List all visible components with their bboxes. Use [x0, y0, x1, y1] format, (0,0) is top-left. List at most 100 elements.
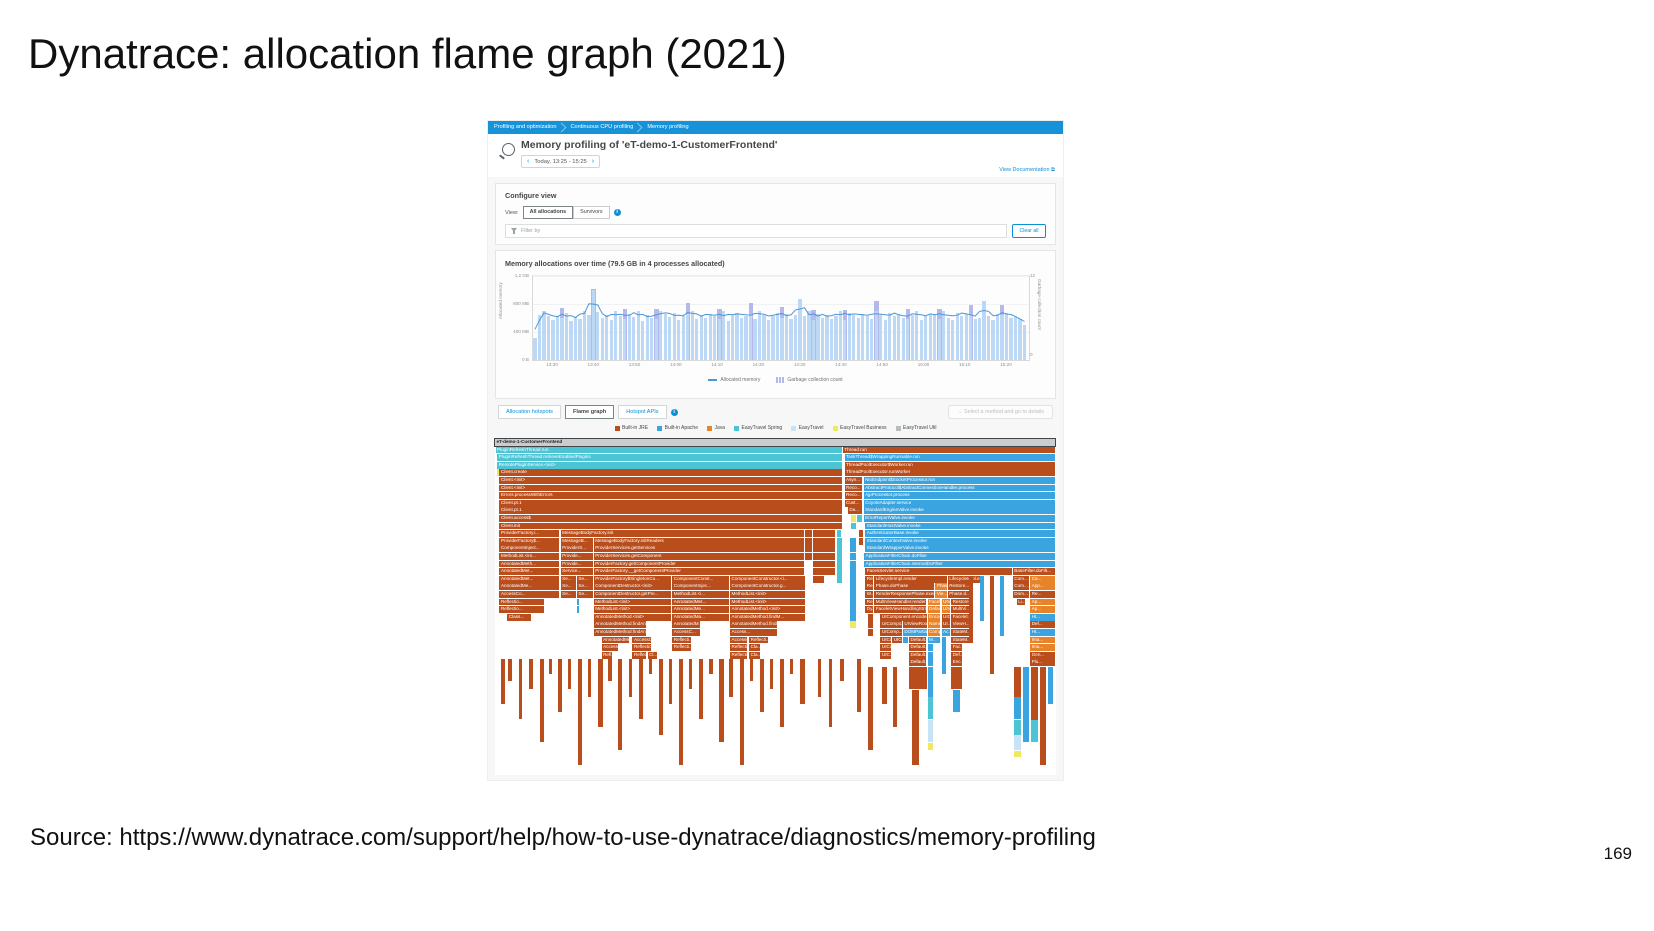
flame-frame[interactable]: [813, 553, 835, 560]
flame-frame-facesservlet-service[interactable]: FacesServlet.service: [865, 568, 1012, 576]
flame-frame[interactable]: [813, 568, 835, 576]
flame-frame-pra-[interactable]: [805, 537, 812, 545]
flame-frame-default-[interactable]: Default...: [909, 644, 927, 652]
flame-frame-reflectio-[interactable]: Reflectio...: [499, 606, 544, 614]
flame-frame-providerservices-getcomponent[interactable]: ProviderServices.getComponent: [593, 553, 805, 560]
flame-frame-annotatedmethod-init-[interactable]: AnnotatedMethod.<init>: [730, 606, 805, 614]
method-details-button[interactable]: → Select a method and go to details: [948, 405, 1053, 419]
flame-frame-applicationfilterchain-internaldofilter[interactable]: ApplicationFilterChain.internalDoFilter: [864, 560, 1056, 568]
flame-frame-annotatedmeth-[interactable]: AnnotatedMeth...: [499, 560, 560, 568]
flame-frame-dompartialv-[interactable]: DOMPartialV...: [902, 629, 927, 636]
flame-frame-enc-[interactable]: Enc...: [951, 659, 962, 667]
flame-spike[interactable]: [578, 659, 582, 766]
flame-spike[interactable]: [608, 659, 612, 682]
flame-frame-da-[interactable]: Da...: [847, 507, 862, 515]
flame-frame-ajpprocessor-process[interactable]: AjpProcessor.process: [863, 492, 1056, 500]
flame-frame-re-[interactable]: [867, 629, 874, 636]
filter-input[interactable]: Filter by: [505, 224, 1007, 238]
flame-spike[interactable]: [699, 659, 704, 720]
flame-spike[interactable]: [529, 659, 533, 690]
flame-frame[interactable]: [497, 469, 499, 477]
flame-frame-def-[interactable]: Def...: [1030, 621, 1056, 629]
flame-frame-re-[interactable]: Re...: [865, 575, 874, 583]
flame-frame-standardwrappervalve-invoke[interactable]: StandardWrapperValve.invoke: [865, 545, 1056, 553]
flame-spike[interactable]: [911, 689, 919, 766]
flame-spike[interactable]: [1023, 667, 1030, 743]
flame-frame-multivi-[interactable]: MultiVi...: [951, 606, 971, 614]
flame-frame-client-access-[interactable]: Client.access$: [499, 515, 842, 522]
flame-frame-annotatedmet-[interactable]: AnnotatedMet...: [499, 568, 560, 576]
flame-frame-uicomp-[interactable]: UIComp...: [880, 629, 902, 636]
flame-frame-messageb-[interactable]: MessageB...: [560, 537, 593, 545]
flame-frame-annotatedma-[interactable]: AnnotatedMa...: [672, 613, 729, 621]
tabs-info-icon[interactable]: i: [670, 408, 678, 416]
flame-frame-componentdestructor-init-[interactable]: ComponentDestructor.<init>: [593, 583, 672, 591]
flame-frame-cla-[interactable]: Cla...: [749, 644, 760, 652]
flame-frame-facelet-[interactable]: Facelet...: [927, 598, 941, 606]
flame-spike[interactable]: [689, 659, 693, 690]
flame-frame-plu-[interactable]: Plu...: [1030, 659, 1056, 667]
flame-frame-uico-[interactable]: UICo...: [880, 644, 892, 652]
flame-frame-methodlist-init-[interactable]: MethodList.<init>: [593, 606, 672, 614]
flame-frame-annotatedmethod-findm-[interactable]: AnnotatedMethod.findM...: [730, 613, 805, 621]
flame-frame[interactable]: [576, 606, 580, 614]
flame-frame-se-[interactable]: Se...: [576, 583, 593, 591]
flame-frame-ta-[interactable]: [927, 644, 933, 652]
flame-frame-client-pt-1[interactable]: Client.pt.1: [499, 507, 842, 515]
flame-frame-applicationfilterchain-dofilter[interactable]: ApplicationFilterChain.doFilter: [864, 553, 1056, 560]
flame-frame-ui-[interactable]: UI...: [941, 621, 950, 629]
flame-frame-authenticatorbase-invoke[interactable]: AuthenticatorBase.invoke: [865, 530, 1056, 538]
flame-spike[interactable]: [739, 659, 744, 766]
flame-spike[interactable]: [668, 659, 673, 705]
view-toggle-all-allocations[interactable]: All allocations: [522, 206, 574, 219]
flame-spike[interactable]: [1031, 667, 1039, 720]
flame-frame-ac-[interactable]: Ac...: [941, 629, 950, 636]
flame-frame-access-[interactable]: Access...: [730, 629, 778, 636]
flame-frame-facelet-[interactable]: Facelet...: [951, 613, 971, 621]
flame-frame-default-[interactable]: Default...: [909, 636, 927, 644]
flame-frame-reflection-[interactable]: Reflection...: [632, 644, 652, 652]
flame-frame-componentconstructor-i-[interactable]: ComponentConstructor.<i...: [730, 575, 805, 583]
flame-frame-dy-[interactable]: Dy...: [865, 606, 874, 614]
memory-allocations-chart[interactable]: [532, 275, 1030, 361]
view-toggle-survivors[interactable]: Survivors: [573, 206, 610, 219]
flame-frame-w-[interactable]: W...: [865, 591, 874, 598]
flame-frame-li-[interactable]: Li...: [1016, 598, 1026, 606]
flame-frame-pluginrefreshthread-run[interactable]: PluginRefreshThread.run: [495, 446, 842, 454]
flame-frame[interactable]: [813, 545, 835, 553]
flame-spike[interactable]: [618, 659, 623, 750]
flame-frame-provide-[interactable]: Provide...: [560, 560, 593, 568]
flame-spike[interactable]: [648, 659, 653, 674]
flame-frame-d-[interactable]: [902, 636, 908, 644]
flame-spike[interactable]: [868, 667, 873, 750]
flame-spike[interactable]: [598, 659, 603, 728]
flame-frame[interactable]: [850, 537, 856, 545]
flame-frame-reflectio-[interactable]: Reflectio...: [730, 644, 748, 652]
flame-frame-ser-[interactable]: [805, 545, 812, 553]
flame-frame-refl-[interactable]: Refl...: [601, 651, 613, 659]
flame-frame-compo-[interactable]: Compo...: [927, 629, 941, 636]
flame-frame-phase-dophase[interactable]: Phase.doPhase: [874, 583, 935, 591]
breadcrumb-item-2[interactable]: Continuous CPU profiling: [565, 121, 642, 134]
flame-frame-restore-[interactable]: Restore...: [951, 598, 971, 606]
flame-frame-annotatedmet-[interactable]: AnnotatedMet...: [672, 598, 729, 606]
flame-spike[interactable]: [927, 697, 934, 720]
flame-frame-uivi-[interactable]: UIVi...: [941, 598, 950, 606]
tab-allocation-hotspots[interactable]: Allocation hotspots: [498, 405, 561, 419]
flame-frame[interactable]: [850, 553, 856, 560]
flame-frame-abstractprotocol-abstractconnectionhandler-process[interactable]: AbstractProtocol$AbstractConnectionHandl…: [863, 484, 1056, 492]
flame-frame-phase-d-[interactable]: Phase.d...: [947, 591, 971, 598]
tab-hotspot-apis[interactable]: Hotspot APIs: [618, 405, 667, 419]
flame-spike[interactable]: [892, 667, 897, 728]
flame-frame-cla-[interactable]: Cla...: [749, 651, 760, 659]
flame-spike[interactable]: [927, 743, 934, 750]
flame-frame-accessc-[interactable]: AccessC...: [672, 629, 700, 636]
flame-frame-m-[interactable]: M...: [927, 636, 941, 644]
flame-frame-se-[interactable]: Se...: [560, 591, 576, 598]
flame-frame-re-[interactable]: Re...: [1030, 591, 1056, 598]
flame-frame-coyoteadapter-service[interactable]: CoyoteAdapter.service: [863, 499, 1056, 507]
flame-frame-providerfactory-i-[interactable]: ProviderFactory.i...: [499, 530, 560, 538]
flame-frame[interactable]: [813, 537, 835, 545]
flame-frame-pr-[interactable]: [858, 537, 863, 545]
flame-spike[interactable]: [969, 575, 973, 644]
